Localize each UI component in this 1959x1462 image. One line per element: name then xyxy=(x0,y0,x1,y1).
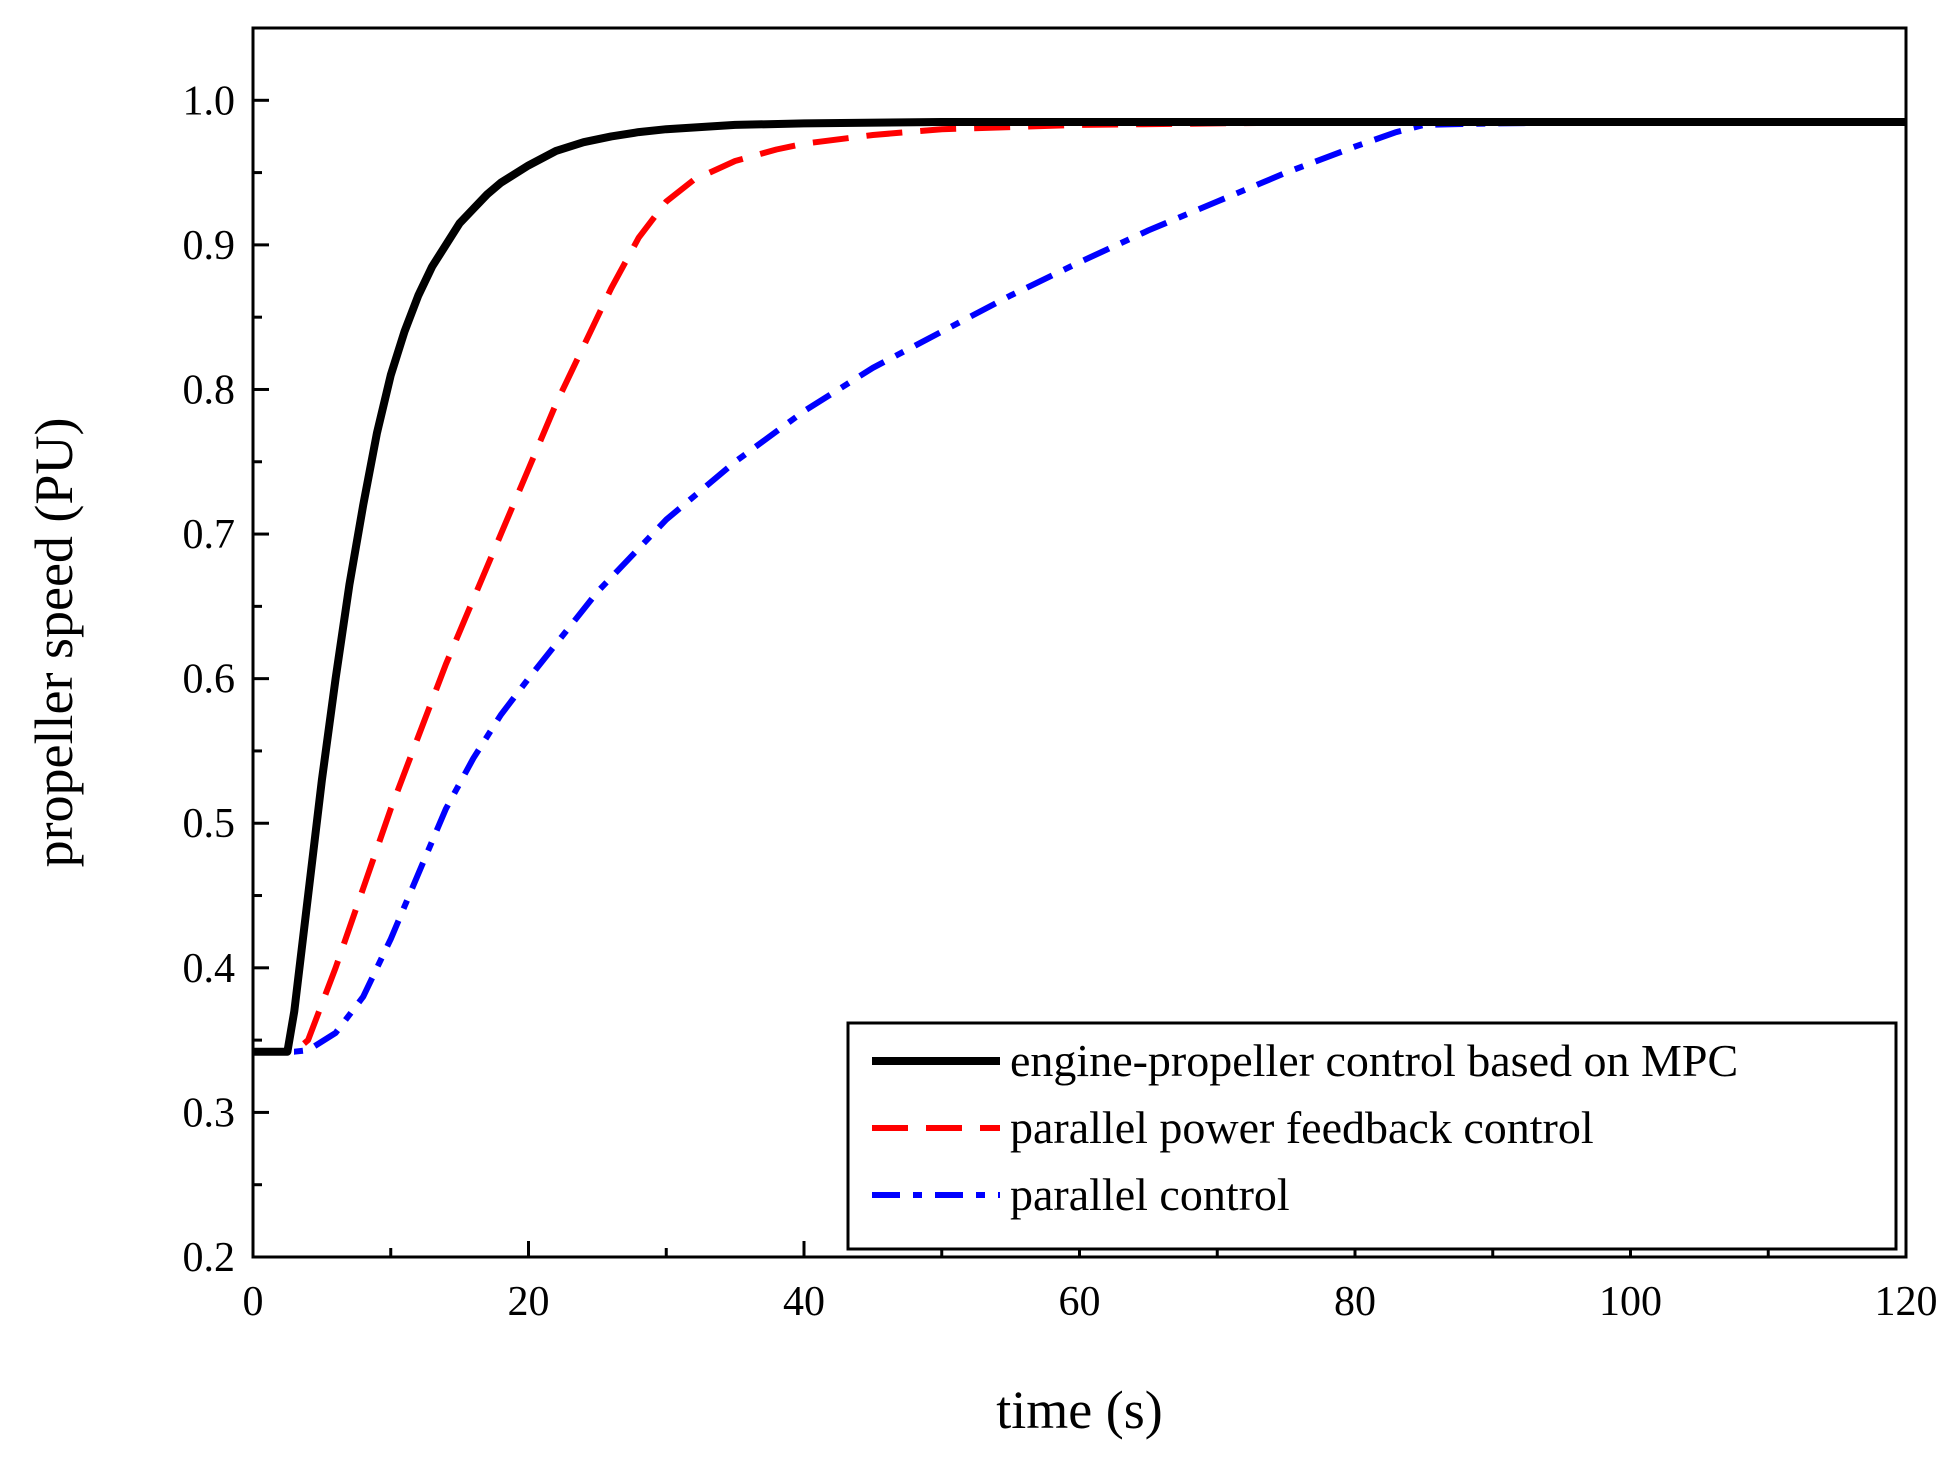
legend: engine-propeller control based on MPC par… xyxy=(846,1021,1898,1251)
legend-label-2: parallel control xyxy=(1010,1169,1290,1220)
series-line-2 xyxy=(253,119,1906,1055)
x-tick-label: 100 xyxy=(1599,1279,1662,1325)
y-tick-label: 0.9 xyxy=(183,223,236,269)
x-tick-label: 20 xyxy=(508,1279,550,1325)
tick-layer: 0 20 40 60 80 100 120 0.2 0.3 0.4 0.5 0.6 0.7 0.8 0.9 1… xyxy=(183,26,1938,1325)
y-tick-label: 0.2 xyxy=(183,1235,236,1281)
y-tick-label: 0.6 xyxy=(183,657,236,703)
y-tick-label: 0.5 xyxy=(183,801,236,847)
legend-label-1: parallel power feedback control xyxy=(1010,1102,1594,1153)
legend-box xyxy=(846,1021,1898,1251)
legend-label-0: engine-propeller control based on MPC xyxy=(1010,1035,1738,1086)
y-tick-label: 0.7 xyxy=(183,512,236,558)
y-tick-label: 0.4 xyxy=(183,946,236,992)
series-line-0 xyxy=(253,118,1906,1056)
x-axis-label: time (s) xyxy=(996,1380,1162,1440)
x-tick-label: 60 xyxy=(1059,1279,1101,1325)
x-tick-label: 80 xyxy=(1334,1279,1376,1325)
series-line-1 xyxy=(253,119,1906,1055)
series-layer xyxy=(253,118,1906,1056)
y-tick-label: 1.0 xyxy=(183,78,236,124)
x-tick-label: 120 xyxy=(1875,1279,1938,1325)
y-axis-label: propeller speed (PU) xyxy=(24,418,84,868)
x-tick-label: 40 xyxy=(783,1279,825,1325)
y-tick-label: 0.3 xyxy=(183,1090,236,1136)
y-tick-label: 0.8 xyxy=(183,367,236,413)
x-tick-label: 0 xyxy=(243,1279,264,1325)
